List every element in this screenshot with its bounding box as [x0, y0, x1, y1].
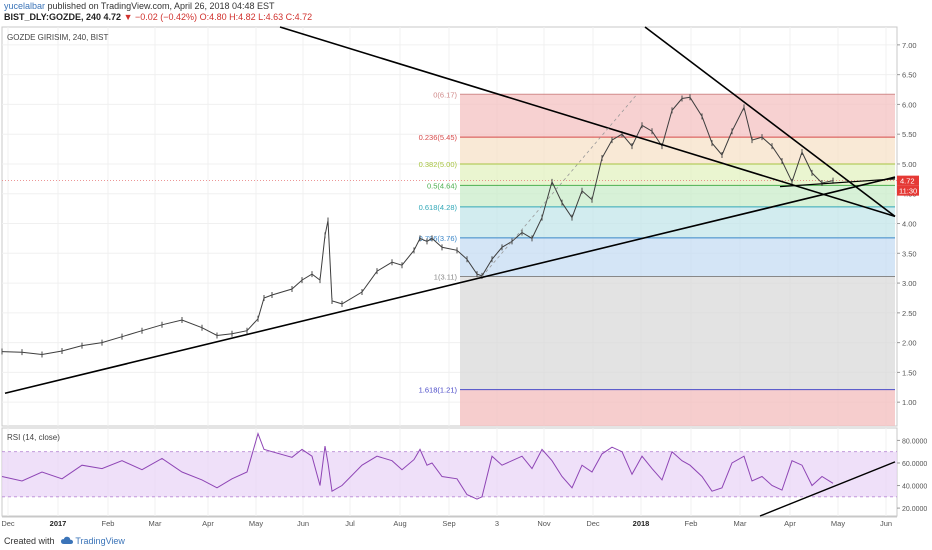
time-tick-label: Sep: [442, 519, 455, 528]
fib-zone: [460, 389, 895, 426]
price-tick-label: 1.50: [902, 368, 917, 377]
rsi-tick-label: 80.0000: [902, 438, 927, 445]
fib-level-label: 1(3.11): [434, 273, 458, 282]
fib-level-label: 0.5(4.64): [427, 181, 458, 190]
price-tick-label: 6.00: [902, 100, 917, 109]
rsi-tick-label: 40.0000: [902, 484, 927, 491]
rsi-tick-label: 20.0000: [902, 506, 927, 513]
last-price-badge: [897, 175, 919, 186]
time-tick-label: 2017: [50, 519, 67, 528]
time-axis: Dec 2017 Feb Mar Apr May Jun Jul Aug Sep 3 Nov Dec 20…: [1, 516, 897, 528]
fib-zone: [460, 137, 895, 164]
fib-zone: [460, 276, 895, 390]
time-tick-label: Feb: [102, 519, 115, 528]
time-tick-label: Mar: [734, 519, 747, 528]
time-tick-label: Apr: [202, 519, 214, 528]
price-tick-label: 5.00: [902, 160, 917, 169]
fib-zone: [460, 206, 895, 238]
price-change: ▼ −0.02 (−0.42%): [123, 12, 198, 22]
time-tick-label: Dec: [1, 519, 15, 528]
time-tick-label: Dec: [586, 519, 600, 528]
time-tick-label: Jun: [297, 519, 309, 528]
fib-zone: [460, 94, 895, 138]
publish-info: yucelalbar published on TradingView.com,…: [4, 1, 275, 11]
rsi-series-line[interactable]: [1, 432, 834, 500]
price-tick-label: 2.00: [902, 339, 917, 348]
fib-anchor-line: [481, 94, 638, 277]
rsi-tick-label: 60.0000: [902, 461, 927, 468]
time-tick-label: Nov: [537, 519, 551, 528]
last-price-value: 4.72: [103, 12, 122, 22]
fib-level-label: 0.236(5.45): [419, 133, 458, 142]
fib-level-label: 1.618(1.21): [419, 386, 458, 395]
time-tick-label: Aug: [393, 519, 406, 528]
price-pane[interactable]: 7.006.506.005.505.004.504.003.503.002.50…: [1, 26, 919, 427]
publish-text: published on TradingView.com, April 26, …: [47, 1, 275, 11]
time-tick-label: 3: [495, 519, 499, 528]
time-tick-label: Jul: [345, 519, 355, 528]
price-tick-label: 7.00: [902, 41, 917, 50]
price-tick-label: 5.50: [902, 130, 917, 139]
fib-level-label: 0.618(4.28): [419, 203, 458, 212]
fib-level-label: 0(6.17): [433, 90, 457, 99]
price-tick-label: 6.50: [902, 71, 917, 80]
trendline-resistance-steep[interactable]: [644, 26, 896, 218]
tradingview-brand: TradingView: [75, 536, 125, 546]
trendline-short[interactable]: [779, 178, 896, 188]
time-tick-label: Apr: [784, 519, 796, 528]
price-tick-label: 2.50: [902, 309, 917, 318]
countdown-label: 11:30: [899, 187, 917, 196]
countdown-badge: [897, 185, 919, 196]
author-link[interactable]: yucelalbar: [4, 1, 46, 11]
time-tick-label: Mar: [149, 519, 162, 528]
watermark: Created with TradingView: [4, 536, 125, 546]
fib-level-label: 0.382(5.00): [419, 160, 458, 169]
tradingview-logo[interactable]: TradingView: [61, 536, 125, 546]
price-tick-label: 4.00: [902, 220, 917, 229]
rsi-trendline[interactable]: [759, 461, 896, 517]
price-pane-title: GOZDE GIRISIM, 240, BIST: [7, 33, 108, 42]
price-tick-label: 3.50: [902, 249, 917, 258]
trendline-resistance-long[interactable]: [279, 26, 896, 218]
fib-level-label: 0.786(3.76): [419, 234, 458, 243]
symbol-info: BIST_DLY:GOZDE, 240 4.72 ▼ −0.02 (−0.42%…: [4, 12, 312, 22]
fib-zone: [460, 237, 895, 277]
time-tick-label: May: [831, 519, 845, 528]
rsi-pane-title: RSI (14, close): [7, 433, 60, 442]
time-tick-label: Jun: [880, 519, 892, 528]
time-tick-label: 2018: [633, 519, 650, 528]
ohlc-values: O:4.80 H:4.82 L:4.63 C:4.72: [199, 12, 313, 22]
price-tick-label: 1.00: [902, 398, 917, 407]
rsi-band: [2, 451, 897, 497]
time-tick-label: Feb: [685, 519, 698, 528]
price-tick-label: 3.00: [902, 279, 917, 288]
last-price-badge-label: 4.72: [900, 177, 915, 186]
time-tick-label: May: [249, 519, 263, 528]
symbol-label: BIST_DLY:GOZDE, 240: [4, 12, 102, 22]
fib-zone: [460, 185, 895, 207]
trendline-support-long[interactable]: [4, 176, 896, 395]
created-with-text: Created with: [4, 536, 55, 546]
rsi-pane[interactable]: 80.0000 60.0000 40.0000 20.0000 RSI (14, clo…: [1, 427, 927, 517]
tradingview-cloud-icon: [61, 536, 74, 544]
